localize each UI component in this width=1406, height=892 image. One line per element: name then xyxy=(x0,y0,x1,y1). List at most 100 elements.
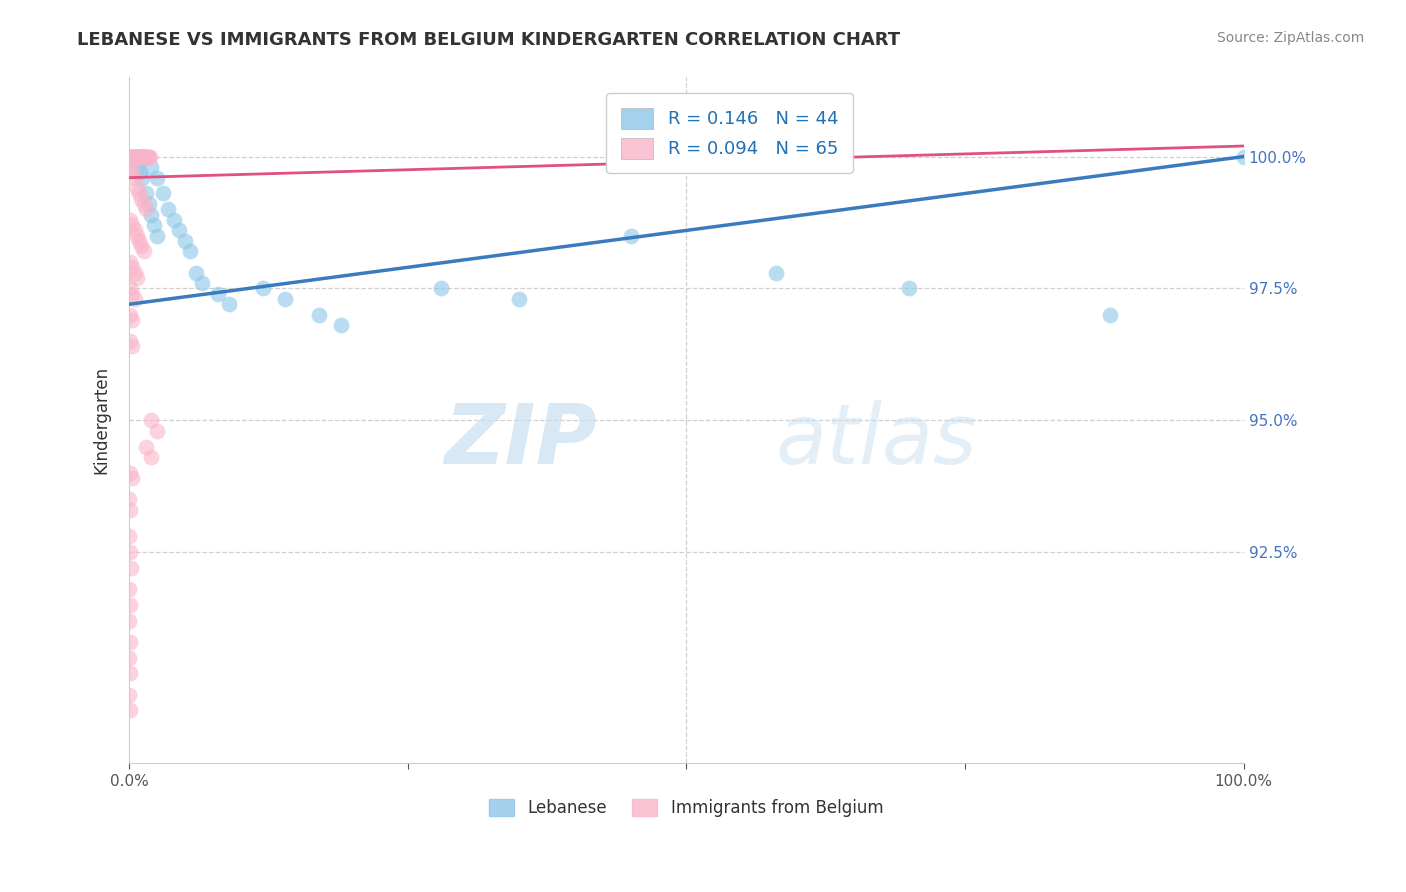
Point xyxy=(1233,150,1256,164)
Y-axis label: Kindergarten: Kindergarten xyxy=(93,367,110,475)
Point xyxy=(252,281,274,295)
Point xyxy=(898,281,921,295)
Point xyxy=(131,239,153,253)
Point xyxy=(120,466,142,480)
Point xyxy=(120,150,142,164)
Point xyxy=(141,450,163,465)
Point xyxy=(124,223,146,237)
Point xyxy=(120,212,142,227)
Point xyxy=(120,503,142,517)
Point xyxy=(122,150,145,164)
Point xyxy=(127,150,149,164)
Point xyxy=(139,150,162,164)
Point xyxy=(120,150,142,164)
Point xyxy=(128,234,150,248)
Point xyxy=(128,150,150,164)
Point xyxy=(118,614,141,628)
Point xyxy=(131,150,153,164)
Text: atlas: atlas xyxy=(776,401,977,482)
Point xyxy=(120,281,142,295)
Point xyxy=(121,313,143,327)
Legend: Lebanese, Immigrants from Belgium: Lebanese, Immigrants from Belgium xyxy=(482,792,890,823)
Point xyxy=(138,150,160,164)
Point xyxy=(120,598,142,612)
Point xyxy=(125,150,148,164)
Point xyxy=(141,413,163,427)
Point xyxy=(508,292,530,306)
Point xyxy=(132,244,155,259)
Point xyxy=(121,471,143,485)
Point xyxy=(173,234,195,248)
Point xyxy=(124,150,146,164)
Point xyxy=(142,218,165,232)
Point xyxy=(131,150,153,164)
Point xyxy=(120,561,142,575)
Point xyxy=(132,150,155,164)
Point xyxy=(131,192,153,206)
Point xyxy=(274,292,297,306)
Point xyxy=(121,218,143,232)
Text: Source: ZipAtlas.com: Source: ZipAtlas.com xyxy=(1216,31,1364,45)
Point xyxy=(124,170,146,185)
Point xyxy=(179,244,201,259)
Point xyxy=(118,582,141,596)
Point xyxy=(141,208,163,222)
Point xyxy=(207,286,229,301)
Point xyxy=(120,635,142,649)
Point xyxy=(121,286,143,301)
Point xyxy=(121,150,143,164)
Point xyxy=(135,150,157,164)
Point xyxy=(146,424,169,438)
Point xyxy=(120,334,142,348)
Point xyxy=(132,197,155,211)
Point xyxy=(131,150,153,164)
Point xyxy=(765,266,787,280)
Point xyxy=(184,266,207,280)
Point xyxy=(124,266,146,280)
Point xyxy=(308,308,330,322)
Point xyxy=(125,271,148,285)
Point xyxy=(121,339,143,353)
Point xyxy=(118,150,141,164)
Point xyxy=(167,223,190,237)
Point xyxy=(157,202,180,217)
Point xyxy=(118,688,141,702)
Point xyxy=(121,150,143,164)
Point xyxy=(146,170,169,185)
Point xyxy=(146,228,169,243)
Point xyxy=(135,186,157,201)
Point xyxy=(136,150,159,164)
Point xyxy=(430,281,453,295)
Point xyxy=(138,197,160,211)
Point xyxy=(152,186,174,201)
Point xyxy=(134,150,156,164)
Point xyxy=(120,545,142,559)
Point xyxy=(125,160,148,174)
Point xyxy=(121,260,143,275)
Point xyxy=(135,150,157,164)
Point xyxy=(135,150,157,164)
Point xyxy=(135,440,157,454)
Point xyxy=(135,202,157,217)
Text: LEBANESE VS IMMIGRANTS FROM BELGIUM KINDERGARTEN CORRELATION CHART: LEBANESE VS IMMIGRANTS FROM BELGIUM KIND… xyxy=(77,31,900,49)
Point xyxy=(129,150,152,164)
Point xyxy=(118,529,141,543)
Point xyxy=(120,160,142,174)
Point xyxy=(129,165,152,179)
Point xyxy=(127,150,149,164)
Point xyxy=(129,150,152,164)
Point xyxy=(118,492,141,507)
Point xyxy=(163,212,186,227)
Point xyxy=(124,150,146,164)
Point xyxy=(118,650,141,665)
Point xyxy=(125,228,148,243)
Text: ZIP: ZIP xyxy=(444,401,598,482)
Point xyxy=(120,666,142,681)
Point xyxy=(132,150,155,164)
Point xyxy=(125,150,148,164)
Point xyxy=(128,150,150,164)
Point xyxy=(120,255,142,269)
Point xyxy=(125,181,148,195)
Point xyxy=(141,160,163,174)
Point xyxy=(120,150,142,164)
